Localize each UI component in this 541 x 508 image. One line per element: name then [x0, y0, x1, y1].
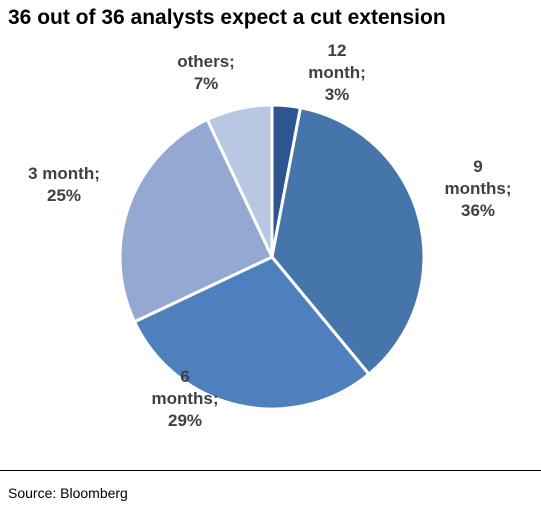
slice-label-0-line-0: 12	[328, 41, 347, 60]
pie-slice-4	[205, 103, 274, 259]
pie-slice-1	[270, 106, 426, 376]
slice-label-0-line-2: 3%	[325, 85, 350, 104]
slice-label-4: others; 7%	[177, 52, 235, 93]
slice-label-0: 12 month; 3%	[308, 41, 366, 104]
source-note: Source: Bloomberg	[8, 485, 128, 501]
slice-label-2-line-1: months;	[151, 389, 218, 408]
pie-slices	[118, 103, 426, 411]
slice-label-1: 9 months; 36%	[444, 157, 511, 220]
slice-label-1-line-0: 9	[473, 157, 482, 176]
slice-label-2-line-2: 29%	[168, 411, 202, 430]
slice-label-4-line-1: 7%	[194, 74, 219, 93]
chart-title: 36 out of 36 analysts expect a cut exten…	[8, 6, 446, 29]
slice-label-2-line-0: 6	[180, 367, 189, 386]
slice-label-1-line-1: months;	[444, 179, 511, 198]
footer-divider	[0, 470, 541, 471]
pie-chart: 12 month; 3% 9 months; 36% 6 months; 29% 3 month;…	[28, 41, 511, 430]
slice-label-3: 3 month; 25%	[28, 164, 100, 205]
slice-label-3-line-1: 25%	[47, 186, 81, 205]
slice-label-3-line-0: 3 month;	[28, 164, 100, 183]
slice-label-0-line-1: month;	[308, 63, 366, 82]
pie-labels: 12 month; 3% 9 months; 36% 6 months; 29% 3 month;…	[28, 41, 511, 430]
pie-slice-3	[118, 117, 274, 324]
slice-label-1-line-2: 36%	[461, 201, 495, 220]
slice-label-2: 6 months; 29%	[151, 367, 218, 430]
slice-label-4-line-0: others;	[177, 52, 235, 71]
